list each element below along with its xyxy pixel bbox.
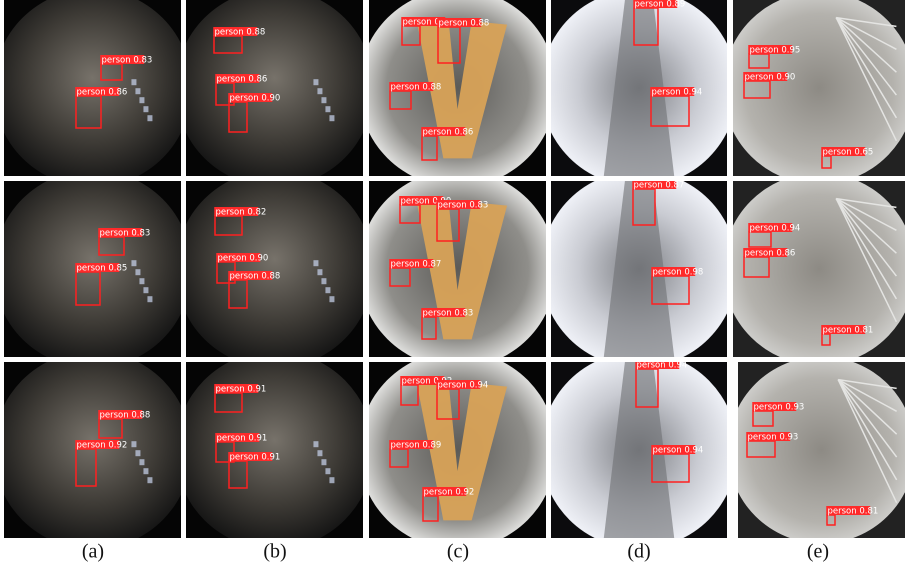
window-light [321, 278, 326, 284]
window-light [329, 296, 334, 302]
window-light [143, 106, 148, 112]
window-light [131, 441, 136, 447]
window-light [329, 477, 334, 483]
window-light [131, 260, 136, 266]
detection-label: person 0.92 [424, 487, 475, 497]
detection-label: person 0.83 [102, 55, 153, 65]
fisheye-image: person 0.83 person 0.86 [0, 0, 192, 187]
detection-label: person 0.83 [423, 308, 474, 318]
fisheye-image: person 0.95 person 0.90 person 0.65 [723, 0, 906, 184]
caption: (a) [82, 541, 104, 563]
caption: (d) [627, 541, 650, 563]
window-light [147, 115, 152, 121]
detection-label: person 0.83 [100, 228, 151, 238]
detection-label: person 0.91 [230, 452, 281, 462]
fisheye-image: person 0.83 person 0.85 [0, 170, 192, 368]
window-light [313, 79, 318, 85]
detection-label: person 0.86 [217, 74, 268, 84]
window-light [317, 269, 322, 275]
detection-label: person 0.82 [216, 207, 267, 217]
detection-label: person 0.90 [745, 72, 796, 82]
detection-label: person 0.93 [748, 432, 799, 442]
detection-label: person 0.86 [423, 127, 474, 137]
detection-label: person 0.88 [230, 271, 281, 281]
fisheye-image: person 0.94 person 0.86 person 0.81 [723, 173, 906, 366]
fisheye-image: person 0.89 person 0.94 [540, 0, 737, 187]
fisheye-image: person 0.93 person 0.93 person 0.81 [728, 356, 906, 543]
fisheye-disc [175, 170, 373, 368]
window-light [139, 97, 144, 103]
detection-label: person 0.88 [215, 27, 266, 37]
detection-label: person 0.95 [750, 45, 801, 55]
fisheye-image: person 0.88person 0.88person 0.88person … [358, 0, 556, 187]
detection-label: person 0.90 [230, 93, 281, 103]
detection-label: person 0.94 [438, 380, 489, 390]
detection-label: person 0.90 [218, 253, 269, 263]
detection-label: person 0.91 [217, 433, 268, 443]
fisheye-disc [175, 351, 373, 549]
detection-label: person 0.81 [823, 325, 874, 335]
detection-label: person 0.91 [216, 384, 267, 394]
window-light [143, 468, 148, 474]
window-light [313, 441, 318, 447]
window-light [147, 477, 152, 483]
window-light [321, 97, 326, 103]
caption: (c) [447, 541, 469, 563]
window-light [313, 260, 318, 266]
fisheye-image: person 0.88 person 0.92 [0, 351, 192, 549]
detection-label: person 0.93 [754, 402, 805, 412]
window-light [147, 296, 152, 302]
fisheye-image: person 0.82 person 0.90 person 0.88 [175, 170, 373, 368]
fisheye-image: person 0.91 person 0.91 person 0.91 [175, 351, 373, 549]
window-light [325, 287, 330, 293]
caption: (e) [807, 541, 829, 563]
detection-label: person 0.88 [439, 18, 490, 28]
detection-label: person 0.94 [652, 87, 703, 97]
detection-label: person 0.89 [635, 0, 686, 9]
detection-label: person 0.86 [77, 87, 128, 97]
detection-label: person 0.94 [653, 445, 704, 455]
window-light [139, 278, 144, 284]
detection-label: person 0.98 [653, 267, 704, 277]
detection-label: person 0.81 [828, 506, 879, 516]
detection-label: person 0.83 [438, 200, 489, 210]
detection-label: person 0.88 [391, 82, 442, 92]
window-light [317, 88, 322, 94]
fisheye-image: person 0.94 person 0.94 [540, 351, 737, 548]
detection-label: person 0.85 [77, 263, 128, 273]
detection-label: person 0.86 [745, 248, 796, 258]
detection-label: person 0.89 [391, 440, 442, 450]
window-light [317, 450, 322, 456]
detection-label: person 0.94 [637, 360, 688, 370]
detection-label: person 0.87 [634, 180, 685, 190]
window-light [321, 459, 326, 465]
window-light [329, 115, 334, 121]
detection-label: person 0.94 [750, 223, 801, 233]
window-light [135, 450, 140, 456]
fisheye-image: person 0.88 person 0.86 person 0.90 [175, 0, 373, 187]
detection-label: person 0.88 [100, 410, 151, 420]
window-light [143, 287, 148, 293]
detection-label: person 0.65 [823, 147, 874, 157]
detection-label: person 0.92 [77, 440, 128, 450]
window-light [139, 459, 144, 465]
window-light [131, 79, 136, 85]
window-light [325, 468, 330, 474]
detection-label: person 0.87 [391, 259, 442, 269]
figure: person 0.83person 0.86person 0.88person … [0, 0, 906, 571]
window-light [325, 106, 330, 112]
fisheye-image: person 0.87 person 0.98 [540, 170, 737, 367]
window-light [135, 88, 140, 94]
window-light [135, 269, 140, 275]
caption: (b) [263, 541, 286, 563]
